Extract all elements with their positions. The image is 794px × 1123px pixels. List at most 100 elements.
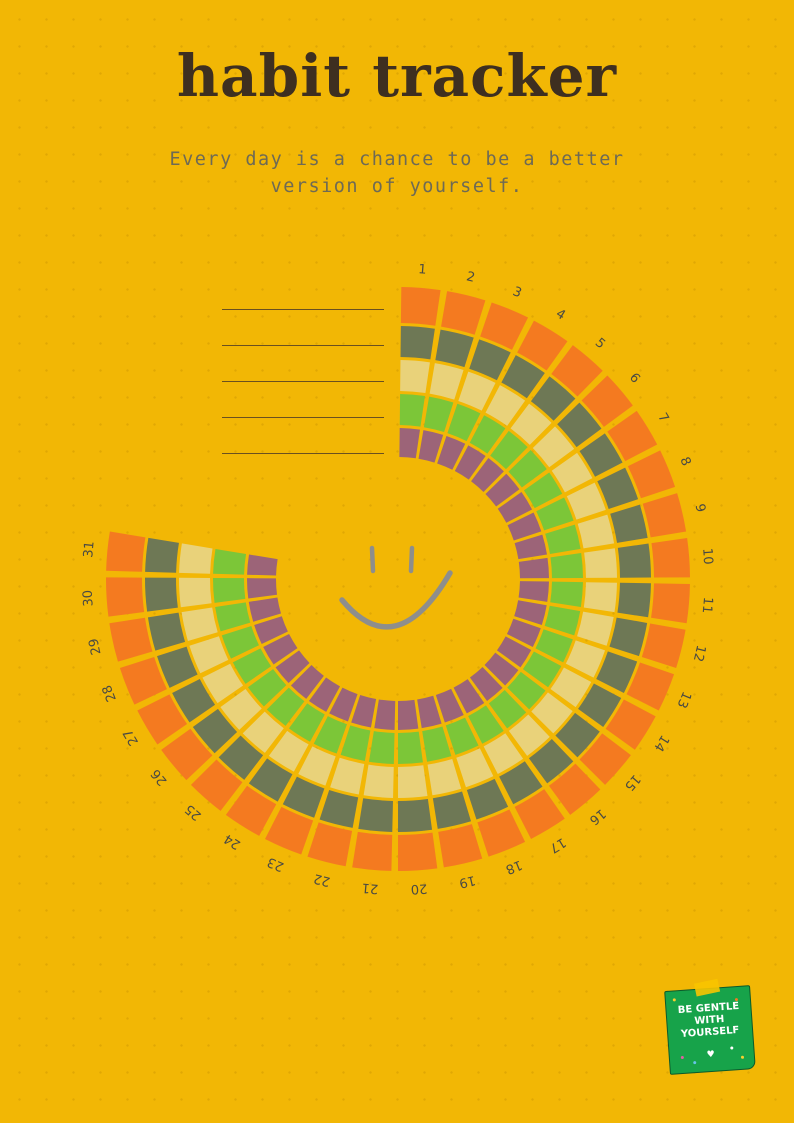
habit-5-day-8-cell[interactable]: [507, 512, 542, 541]
habit-4-day-21-cell[interactable]: [368, 731, 395, 764]
habit-3-day-23-cell[interactable]: [298, 746, 336, 786]
habit-4-day-3-cell[interactable]: [447, 403, 481, 442]
habit-5-day-10-cell[interactable]: [518, 557, 549, 579]
habit-4-day-20-cell[interactable]: [398, 731, 423, 764]
habit-1-day-21-cell[interactable]: [352, 831, 393, 871]
habit-3-day-5-cell[interactable]: [510, 403, 552, 445]
habit-2-day-25-cell[interactable]: [218, 735, 264, 780]
habit-3-day-12-cell[interactable]: [577, 611, 614, 646]
habit-3-day-28-cell[interactable]: [189, 636, 229, 674]
habit-3-day-20-cell[interactable]: [398, 765, 428, 798]
habit-2-day-13-cell[interactable]: [596, 651, 638, 693]
habit-5-day-5-cell[interactable]: [471, 458, 504, 492]
habit-2-day-4-cell[interactable]: [501, 355, 545, 399]
habit-4-day-18-cell[interactable]: [445, 717, 479, 755]
habit-3-day-18-cell[interactable]: [456, 748, 494, 788]
habit-2-day-12-cell[interactable]: [609, 617, 648, 657]
habit-5-day-28-cell[interactable]: [254, 616, 288, 644]
habit-5-day-14-cell[interactable]: [496, 636, 532, 668]
habit-4-day-5-cell[interactable]: [490, 430, 528, 470]
habit-1-day-29-cell[interactable]: [109, 617, 153, 662]
habit-2-day-3-cell[interactable]: [469, 339, 511, 381]
habit-2-day-23-cell[interactable]: [282, 776, 325, 818]
habit-5-day-22-cell[interactable]: [351, 694, 377, 728]
habit-4-day-9-cell[interactable]: [545, 524, 581, 554]
habit-4-day-4-cell[interactable]: [469, 415, 506, 454]
habit-4-day-23-cell[interactable]: [313, 716, 347, 754]
habit-2-day-8-cell[interactable]: [597, 467, 639, 509]
habit-5-day-15-cell[interactable]: [484, 652, 519, 686]
habit-2-day-10-cell[interactable]: [617, 543, 651, 578]
habit-4-day-22-cell[interactable]: [340, 725, 371, 761]
habit-2-day-6-cell[interactable]: [557, 402, 602, 448]
habit-5-day-26-cell[interactable]: [275, 650, 310, 684]
habit-3-day-25-cell[interactable]: [242, 711, 284, 753]
habit-3-day-7-cell[interactable]: [551, 452, 593, 493]
habit-4-day-29-cell[interactable]: [215, 602, 251, 632]
habit-3-day-24-cell[interactable]: [268, 730, 309, 772]
habit-4-day-24-cell[interactable]: [288, 703, 325, 742]
habit-1-day-7-cell[interactable]: [607, 410, 658, 462]
habit-4-day-13-cell[interactable]: [535, 629, 573, 663]
habit-4-day-12-cell[interactable]: [544, 605, 581, 636]
habit-1-day-1-cell[interactable]: [400, 287, 441, 326]
habit-4-day-10-cell[interactable]: [550, 553, 583, 579]
habit-1-day-5-cell[interactable]: [551, 345, 603, 397]
habit-3-day-15-cell[interactable]: [531, 692, 573, 734]
habit-3-day-19-cell[interactable]: [427, 759, 462, 796]
habit-2-day-22-cell[interactable]: [319, 790, 359, 828]
habit-3-day-14-cell[interactable]: [550, 667, 592, 708]
habit-1-day-20-cell[interactable]: [398, 832, 438, 871]
habit-2-day-7-cell[interactable]: [579, 433, 623, 477]
habit-1-day-28-cell[interactable]: [119, 657, 167, 705]
habit-5-day-18-cell[interactable]: [435, 688, 464, 723]
habit-2-day-28-cell[interactable]: [157, 646, 198, 688]
habit-3-day-29-cell[interactable]: [181, 607, 218, 641]
habit-4-day-7-cell[interactable]: [523, 472, 563, 509]
habit-name-line-5[interactable]: [222, 453, 384, 454]
habit-5-day-29-cell[interactable]: [248, 597, 281, 622]
habit-4-day-31-cell[interactable]: [213, 548, 247, 575]
habit-4-day-25-cell[interactable]: [266, 687, 305, 726]
habit-5-day-27-cell[interactable]: [263, 633, 298, 665]
habit-3-day-22-cell[interactable]: [330, 757, 365, 795]
habit-1-day-25-cell[interactable]: [190, 759, 243, 811]
habit-5-day-23-cell[interactable]: [329, 687, 358, 722]
habit-1-day-4-cell[interactable]: [517, 320, 568, 371]
habit-5-day-13-cell[interactable]: [506, 618, 541, 648]
habit-4-day-11-cell[interactable]: [550, 581, 583, 607]
habit-5-day-11-cell[interactable]: [518, 581, 549, 602]
habit-3-day-3-cell[interactable]: [458, 371, 496, 411]
habit-3-day-1-cell[interactable]: [400, 360, 430, 394]
habit-3-day-2-cell[interactable]: [429, 363, 464, 400]
habit-4-day-27-cell[interactable]: [232, 648, 272, 684]
habit-3-day-11-cell[interactable]: [583, 582, 617, 613]
habit-5-day-9-cell[interactable]: [514, 534, 547, 560]
habit-5-day-19-cell[interactable]: [417, 695, 442, 729]
habit-5-day-3-cell[interactable]: [437, 435, 466, 470]
habit-4-day-30-cell[interactable]: [212, 577, 246, 603]
habit-5-day-20-cell[interactable]: [398, 699, 419, 730]
habit-4-day-15-cell[interactable]: [507, 671, 546, 710]
habit-2-day-19-cell[interactable]: [432, 791, 471, 829]
habit-2-day-5-cell[interactable]: [530, 376, 576, 421]
habit-2-day-14-cell[interactable]: [578, 683, 622, 727]
habit-5-day-16-cell[interactable]: [469, 666, 503, 701]
habit-2-day-9-cell[interactable]: [610, 504, 648, 543]
habit-2-day-30-cell[interactable]: [144, 577, 178, 612]
habit-5-day-2-cell[interactable]: [418, 430, 444, 463]
habit-1-day-27-cell[interactable]: [137, 694, 188, 745]
habit-2-day-2-cell[interactable]: [435, 329, 474, 368]
habit-2-day-18-cell[interactable]: [466, 778, 509, 820]
habit-name-line-1[interactable]: [222, 309, 384, 310]
habit-4-day-28-cell[interactable]: [221, 625, 259, 659]
habit-1-day-22-cell[interactable]: [307, 822, 353, 867]
habit-2-day-26-cell[interactable]: [192, 708, 238, 754]
habit-5-day-6-cell[interactable]: [485, 473, 520, 507]
habit-4-day-6-cell[interactable]: [508, 450, 547, 488]
habit-5-day-31-cell[interactable]: [247, 554, 278, 576]
habit-1-day-13-cell[interactable]: [626, 662, 675, 711]
habit-3-day-16-cell[interactable]: [508, 714, 550, 756]
habit-3-day-13-cell[interactable]: [565, 640, 606, 678]
habit-1-day-3-cell[interactable]: [480, 302, 529, 350]
